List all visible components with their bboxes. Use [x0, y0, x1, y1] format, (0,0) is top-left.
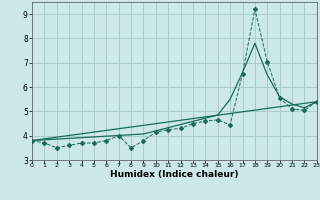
X-axis label: Humidex (Indice chaleur): Humidex (Indice chaleur) [110, 170, 239, 179]
